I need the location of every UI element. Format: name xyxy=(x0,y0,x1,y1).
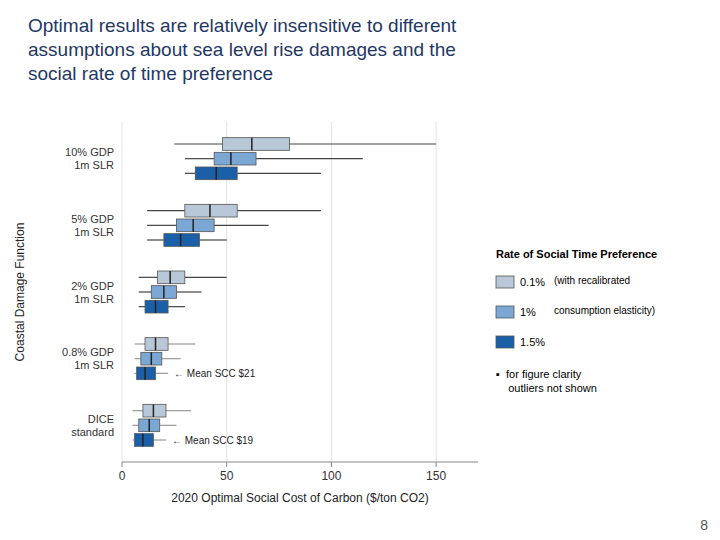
grid-line xyxy=(436,122,437,462)
annotation: ← Mean SCC $19 xyxy=(172,435,254,446)
x-axis-label: 2020 Optimal Social Cost of Carbon ($/to… xyxy=(171,491,428,505)
box xyxy=(195,167,237,180)
marks xyxy=(132,138,436,447)
box xyxy=(223,138,290,151)
legend-note: (with recalibrated xyxy=(554,275,630,286)
whisker-high xyxy=(176,291,201,292)
x-tick xyxy=(436,462,437,467)
median xyxy=(163,286,165,299)
whisker-high xyxy=(162,358,181,359)
whisker-high xyxy=(160,425,177,426)
box xyxy=(185,204,237,217)
whisker-high xyxy=(166,410,191,411)
y-tick-label: 0.8% GDP1m SLR xyxy=(62,346,114,371)
whisker-high xyxy=(290,143,437,144)
box xyxy=(135,434,154,447)
box xyxy=(151,286,176,299)
box xyxy=(141,352,162,365)
legend-title: Rate of Social Time Preference xyxy=(496,248,657,260)
whisker-low xyxy=(135,358,141,359)
legend-swatch xyxy=(496,276,514,288)
box xyxy=(143,404,166,417)
whisker-high xyxy=(214,225,268,226)
grid-line xyxy=(122,122,123,462)
median xyxy=(230,152,232,165)
median xyxy=(251,138,253,151)
whisker-low xyxy=(147,210,185,211)
whisker-low xyxy=(132,410,142,411)
median xyxy=(144,367,146,380)
y-axis-label: Coastal Damage Function xyxy=(13,223,27,362)
chart: Optimal results are relatively insensiti… xyxy=(0,0,720,540)
y-tick-label: DICEstandard xyxy=(71,413,114,438)
median xyxy=(142,434,144,447)
legend-swatch xyxy=(496,336,514,348)
whisker-high xyxy=(168,343,195,344)
whisker-high xyxy=(156,373,169,374)
x-tick-label: 100 xyxy=(321,469,341,483)
median xyxy=(215,167,217,180)
whisker-high xyxy=(153,439,166,440)
whisker-low xyxy=(147,225,176,226)
x-tick-label: 50 xyxy=(220,469,234,483)
whisker-low xyxy=(185,173,195,174)
whisker-low xyxy=(139,306,145,307)
whisker-low xyxy=(139,277,158,278)
box xyxy=(164,234,200,247)
legend-swatch xyxy=(496,306,514,318)
page-number: 8 xyxy=(700,517,708,533)
grid-line xyxy=(331,122,332,462)
median xyxy=(169,271,171,284)
median xyxy=(192,219,194,232)
median xyxy=(180,234,182,247)
median xyxy=(151,352,153,365)
x-tick-label: 150 xyxy=(426,469,446,483)
whisker-low xyxy=(185,158,214,159)
legend-note: consumption elasticity) xyxy=(554,305,655,316)
legend-label: 0.1% xyxy=(520,276,545,288)
median xyxy=(209,204,211,217)
median xyxy=(155,300,157,313)
whisker-high xyxy=(168,306,185,307)
median xyxy=(153,404,155,417)
median xyxy=(148,419,150,432)
whisker-low xyxy=(174,143,222,144)
grid xyxy=(122,122,436,462)
title: Optimal results are relatively insensiti… xyxy=(28,15,457,84)
box xyxy=(145,300,168,313)
x-tick-label: 0 xyxy=(119,469,126,483)
median xyxy=(155,338,157,351)
whisker-high xyxy=(237,173,321,174)
box xyxy=(145,338,168,351)
box xyxy=(214,152,256,165)
box xyxy=(139,419,160,432)
legend-label: 1.5% xyxy=(520,336,545,348)
box xyxy=(137,367,156,380)
annotation: ← Mean SCC $21 xyxy=(174,368,256,379)
y-tick-label: 5% GDP1m SLR xyxy=(71,213,114,238)
x-axis-line xyxy=(122,462,478,463)
legend-label: 1% xyxy=(520,306,536,318)
whisker-low xyxy=(139,291,152,292)
footnote: ▪ for figure clarity outliers not shown xyxy=(496,368,597,394)
x-tick xyxy=(331,462,332,467)
x-tick xyxy=(122,462,123,467)
whisker-low xyxy=(147,239,164,240)
whisker-high xyxy=(199,239,226,240)
y-tick-label: 2% GDP1m SLR xyxy=(71,280,114,305)
box xyxy=(176,219,214,232)
box xyxy=(158,271,185,284)
whisker-high xyxy=(237,210,321,211)
x-tick xyxy=(226,462,227,467)
whisker-high xyxy=(256,158,363,159)
whisker-low xyxy=(135,343,145,344)
y-tick-label: 10% GDP1m SLR xyxy=(65,146,114,171)
whisker-low xyxy=(132,425,138,426)
whisker-high xyxy=(185,277,227,278)
